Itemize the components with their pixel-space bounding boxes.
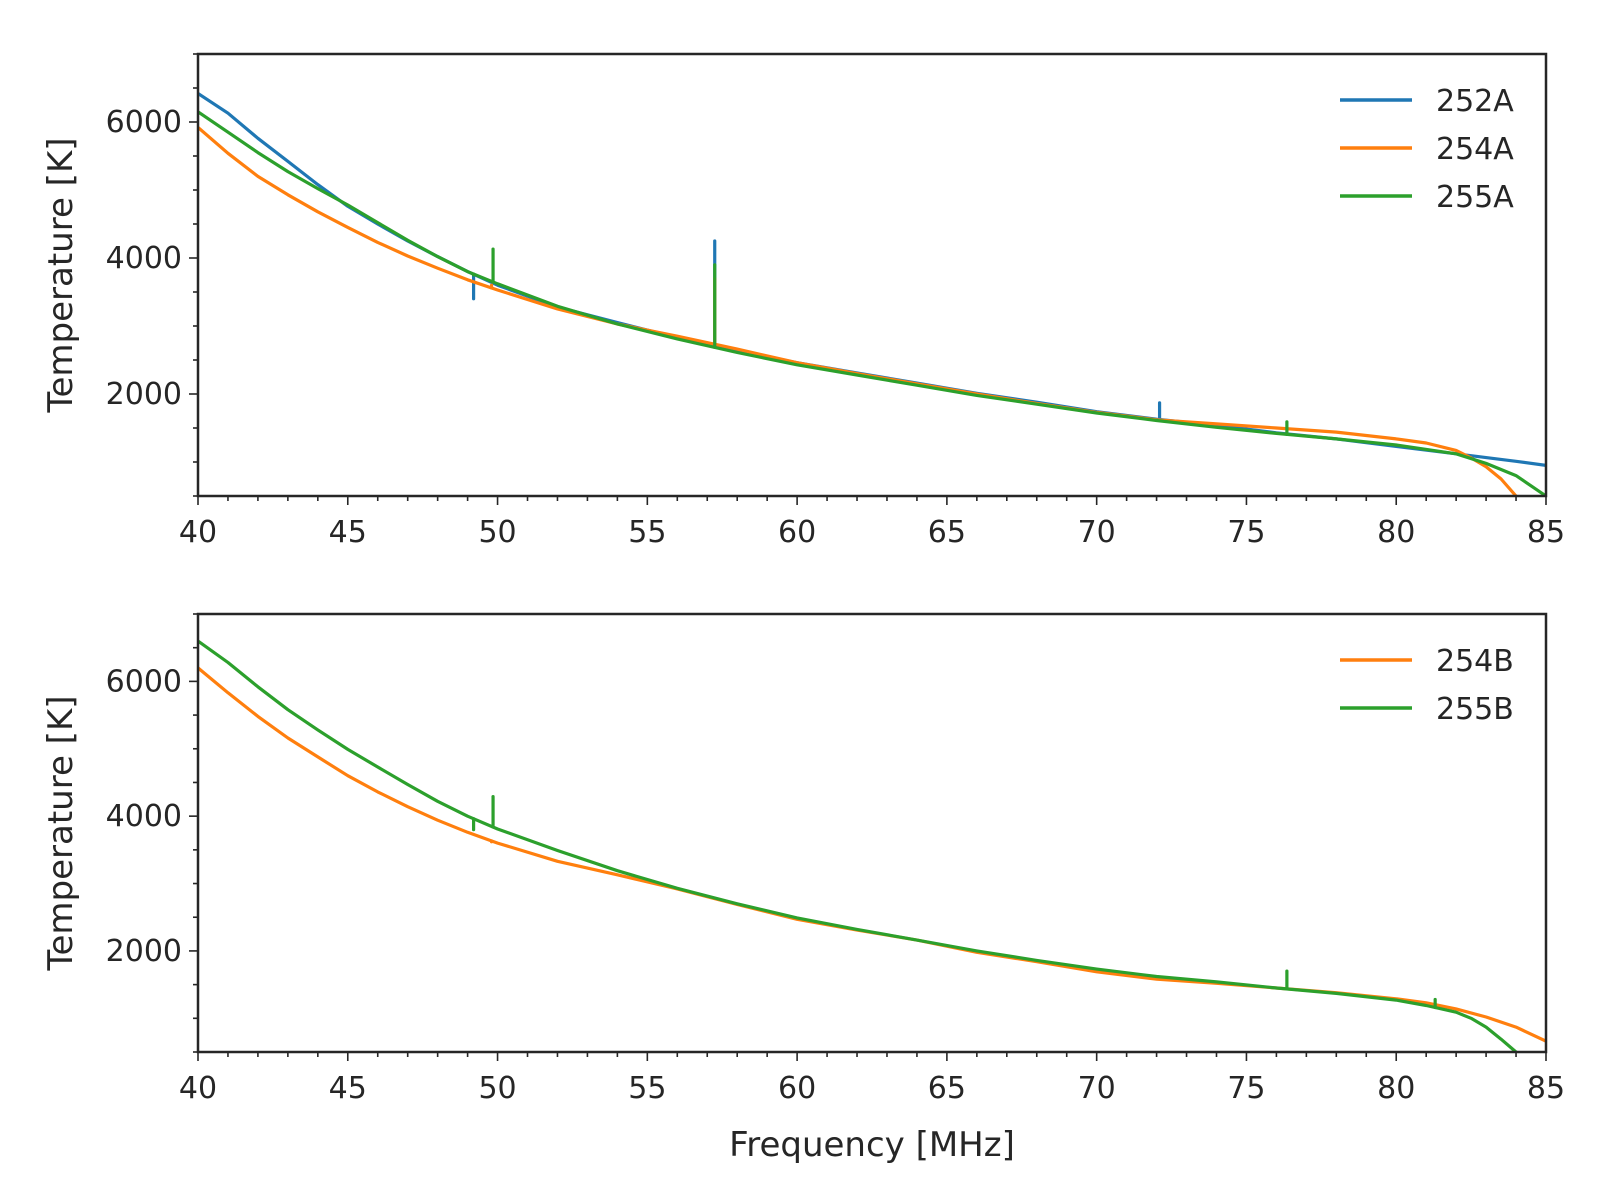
- x-tick-label: 60: [778, 515, 816, 550]
- axes-frame: [196, 612, 1548, 1054]
- x-tick-label: 50: [478, 1071, 516, 1106]
- x-tick-label: 80: [1377, 515, 1415, 550]
- x-tick-label: 75: [1227, 515, 1265, 550]
- legend-label-255A: 255A: [1436, 180, 1514, 215]
- legend: 254B 255B: [1340, 644, 1514, 727]
- x-tick-label: 85: [1527, 1071, 1565, 1106]
- x-tick-label: 55: [628, 1071, 666, 1106]
- legend-label-254B: 254B: [1436, 644, 1514, 679]
- y-tick-label: 2000: [106, 934, 182, 969]
- plot-area: [198, 639, 1546, 1052]
- y-tick-label: 6000: [106, 105, 182, 140]
- y-tick-label: 2000: [106, 377, 182, 412]
- series-line-255A: [198, 110, 1546, 496]
- y-tick-label: 6000: [106, 664, 182, 699]
- y-tick-label: 4000: [106, 799, 182, 834]
- x-tick-label: 55: [628, 515, 666, 550]
- x-tick-label: 45: [329, 515, 367, 550]
- x-tick-label: 50: [478, 515, 516, 550]
- bottom-panel: 40 45 50 55 60 65 70 75 80 85 2000 4000 6000 Temperat…: [41, 612, 1565, 1165]
- x-tick-label: 40: [179, 1071, 217, 1106]
- x-tick-label: 60: [778, 1071, 816, 1106]
- plot-area: [198, 91, 1546, 496]
- legend-label-254A: 254A: [1436, 132, 1514, 167]
- x-tick-label: 40: [179, 515, 217, 550]
- legend-label-252A: 252A: [1436, 84, 1514, 119]
- x-tick-label: 70: [1078, 515, 1116, 550]
- axes-frame: [196, 52, 1548, 498]
- x-tick-label: 80: [1377, 1071, 1415, 1106]
- x-tick-label: 70: [1078, 1071, 1116, 1106]
- y-axis-title: Temperature [K]: [41, 137, 81, 413]
- legend: 252A 254A 255A: [1340, 84, 1514, 215]
- top-panel: 40 45 50 55 60 65 70 75 80 85 2000 4000 6000 Temperat…: [41, 52, 1565, 550]
- x-tick-label: 75: [1227, 1071, 1265, 1106]
- y-tick-label: 4000: [106, 241, 182, 276]
- series-line-255B: [198, 639, 1518, 1052]
- x-tick-label: 45: [329, 1071, 367, 1106]
- legend-label-255B: 255B: [1436, 692, 1514, 727]
- y-axis-title: Temperature [K]: [41, 695, 81, 971]
- series-line-254A: [198, 125, 1518, 496]
- x-axis-title: Frequency [MHz]: [729, 1125, 1015, 1165]
- x-tick-label: 65: [928, 515, 966, 550]
- x-tick-label: 85: [1527, 515, 1565, 550]
- x-tick-label: 65: [928, 1071, 966, 1106]
- series-line-254B: [198, 666, 1546, 1043]
